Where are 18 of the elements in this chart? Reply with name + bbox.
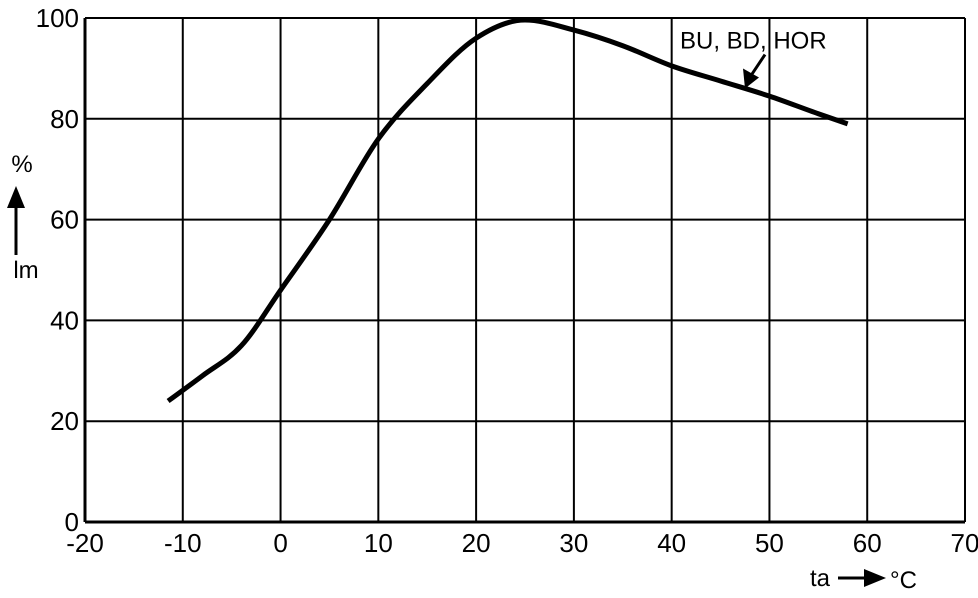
y-axis-title: lm [13,257,39,284]
x-axis-title: ta [810,565,831,592]
x-tick-label: 60 [852,528,882,558]
text: °C [890,567,917,594]
x-tick-label: 10 [364,528,393,558]
x-tick-label: 40 [657,528,686,558]
y-tick-label: 100 [36,3,79,33]
x-tick-label: 20 [462,528,491,558]
x-tick-label: 50 [754,528,784,558]
y-tick-label: 80 [50,104,79,134]
x-tick-label: 30 [559,528,588,558]
y-tick-label: 40 [50,305,79,336]
y-tick-label: 20 [50,406,79,436]
y-tick-label: 60 [50,204,79,235]
annotation: BU, BD, HOR [680,28,827,55]
x-tick-label: -10 [164,528,202,558]
x-tick-label: 0 [273,528,288,558]
text: % [11,151,33,178]
